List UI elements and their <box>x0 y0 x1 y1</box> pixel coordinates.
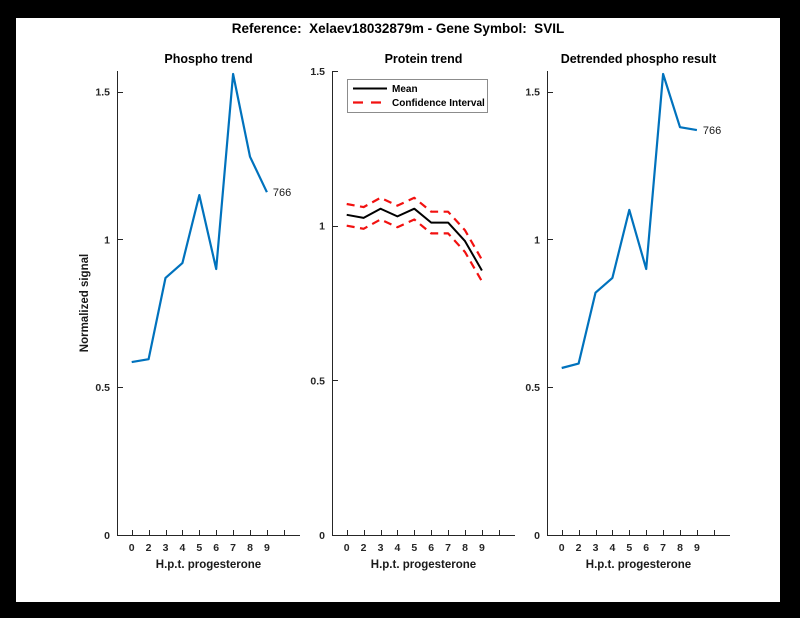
x-tick-label: 5 <box>626 542 632 554</box>
subplot-title: Protein trend <box>385 52 463 66</box>
series-line-detrended-phospho-signal <box>561 72 698 370</box>
series-end-label: 766 <box>703 125 721 137</box>
legend-label-mean: Mean <box>392 84 418 95</box>
y-tick-label: 1.5 <box>525 87 540 99</box>
x-tick-label: 2 <box>146 542 152 554</box>
y-tick-label: 0.5 <box>525 382 540 394</box>
x-tick-label: 4 <box>609 542 615 554</box>
x-tick-label: 0 <box>559 542 565 554</box>
x-tick-label: 3 <box>378 542 384 554</box>
y-tick-label: 1 <box>319 221 325 233</box>
x-tick-label: 4 <box>179 542 185 554</box>
x-tick-label: 2 <box>361 542 367 554</box>
series-end-label: 766 <box>273 187 291 199</box>
x-tick-label: 7 <box>660 542 666 554</box>
y-tick-label: 0.5 <box>310 375 325 387</box>
y-tick-label: 0 <box>104 530 110 542</box>
y-tick-label: 0.5 <box>95 382 110 394</box>
y-tick-label: 1.5 <box>310 66 325 78</box>
subplot-title: Detrended phospho result <box>561 52 717 66</box>
legend-box: Mean Confidence Interval <box>347 79 488 113</box>
x-tick-label: 0 <box>344 542 350 554</box>
x-tick-label: 8 <box>462 542 468 554</box>
x-axis-label: H.p.t. progesterone <box>371 559 476 571</box>
y-axis-label: Normalized signal <box>79 254 91 352</box>
x-tick-label: 5 <box>411 542 417 554</box>
x-tick-label: 0 <box>129 542 135 554</box>
figure-title: Reference: Xelaev18032879m - Gene Symbol… <box>231 21 565 36</box>
x-tick-label: 8 <box>247 542 253 554</box>
x-tick-label: 5 <box>196 542 202 554</box>
x-tick-label: 9 <box>479 542 485 554</box>
series-line-phospho-signal <box>131 72 268 364</box>
y-tick-label: 1.5 <box>95 87 110 99</box>
x-tick-label: 9 <box>694 542 700 554</box>
axis-lines <box>547 71 730 536</box>
legend-frame <box>347 79 488 113</box>
axis-lines <box>332 71 515 536</box>
subplot-title: Phospho trend <box>164 52 252 66</box>
series-line-mean <box>346 207 483 271</box>
legend-label-confidence-interval: Confidence Interval <box>392 98 485 109</box>
x-tick-label: 6 <box>643 542 649 554</box>
x-tick-label: 2 <box>576 542 582 554</box>
x-axis-label: H.p.t. progesterone <box>586 559 691 571</box>
y-tick-label: 0 <box>319 530 325 542</box>
x-tick-label: 4 <box>394 542 400 554</box>
y-tick-label: 1 <box>534 234 540 246</box>
x-axis-label: H.p.t. progesterone <box>156 559 261 571</box>
x-tick-label: 9 <box>264 542 270 554</box>
x-tick-label: 6 <box>213 542 219 554</box>
x-tick-label: 6 <box>428 542 434 554</box>
x-tick-label: 7 <box>445 542 451 554</box>
series-line-confidence-interval-upper <box>346 196 483 261</box>
series-line-confidence-interval-lower <box>346 218 483 282</box>
x-tick-label: 7 <box>230 542 236 554</box>
x-tick-label: 3 <box>163 542 169 554</box>
y-tick-label: 0 <box>534 530 540 542</box>
x-tick-label: 3 <box>593 542 599 554</box>
axis-lines <box>117 71 300 536</box>
figure-canvas: Reference: Xelaev18032879m - Gene Symbol… <box>16 18 780 602</box>
y-tick-label: 1 <box>104 234 110 246</box>
x-tick-label: 8 <box>677 542 683 554</box>
